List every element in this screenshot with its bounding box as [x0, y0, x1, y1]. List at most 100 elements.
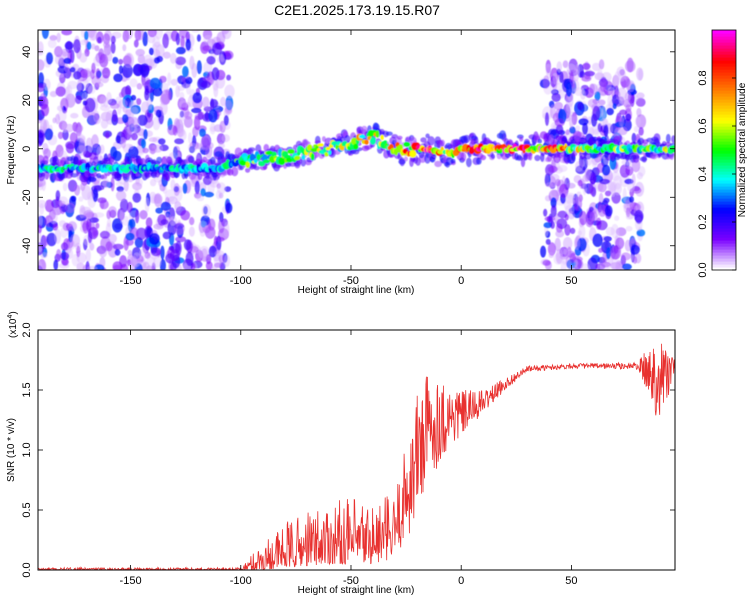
heatmap-cell [578, 138, 586, 143]
heatmap-cell [239, 159, 247, 166]
colorbar-step [712, 33, 736, 37]
heatmap-cell [543, 208, 548, 217]
heatmap-cell [108, 233, 117, 243]
heatmap-cell [197, 111, 205, 120]
heatmap-cell [95, 82, 104, 88]
heatmap-cell [57, 131, 64, 140]
heatmap-cell [93, 185, 105, 191]
heatmap-cell [76, 252, 87, 264]
heatmap-cell [231, 166, 239, 177]
colorbar-step [712, 195, 736, 199]
heatmap-cell [597, 204, 607, 217]
heatmap-cell [38, 199, 47, 209]
heatmap-cell [569, 114, 574, 129]
heatmap-cell [89, 242, 95, 251]
heatmap-cell [185, 82, 191, 95]
heatmap-cell [142, 31, 148, 47]
heatmap-cell [605, 247, 611, 260]
colorbar-step [712, 66, 736, 70]
heatmap-cell [112, 150, 122, 162]
heatmap-cell [49, 90, 58, 98]
heatmap-cell [620, 252, 631, 261]
heatmap-cell [38, 132, 44, 146]
snr-x-tick-label: -50 [343, 575, 359, 587]
heatmap-cell [202, 45, 212, 52]
heatmap-cell [211, 265, 217, 270]
colorbar-step [712, 123, 736, 127]
heatmap-cell [364, 139, 369, 145]
heatmap-cell [61, 48, 69, 57]
heatmap-cell [593, 128, 599, 135]
heatmap-cell [86, 191, 94, 201]
heatmap-cell [215, 236, 225, 242]
heatmap-cell [528, 152, 533, 161]
heatmap-cell [611, 262, 621, 270]
heatmap-cell [624, 239, 632, 252]
snr-y-label: SNR (10 * v/v) [6, 418, 17, 482]
heatmap-cell [110, 41, 116, 54]
heatmap-cell [160, 245, 165, 260]
heatmap-cell [224, 84, 235, 99]
heatmap-cell [41, 30, 49, 39]
heatmap-cell [136, 98, 142, 106]
heatmap-cell [159, 75, 167, 84]
heatmap-cell [118, 58, 123, 65]
heatmap-cell [278, 157, 286, 166]
heatmap-cell [165, 173, 170, 181]
heatmap-cell [88, 85, 96, 95]
heatmap-cell [361, 125, 368, 134]
heatmap-cell [638, 126, 644, 136]
heatmap-cell [147, 30, 157, 38]
spectrogram-heatmap [38, 30, 675, 270]
heatmap-cell [202, 175, 213, 186]
heatmap-cell [199, 221, 208, 228]
heatmap-cell [75, 95, 82, 104]
snr-x-tick-label: 0 [458, 575, 464, 587]
heatmap-cell [258, 161, 266, 167]
heatmap-cell [70, 112, 79, 119]
heatmap-cell [546, 216, 552, 223]
heatmap-cell [175, 236, 187, 243]
colorbar-step [712, 183, 736, 187]
heatmap-cell [79, 52, 88, 63]
heatmap-cell [391, 134, 399, 139]
heatmap-cell [93, 156, 99, 165]
heatmap-cell [214, 250, 225, 257]
heatmap-cell [115, 181, 124, 187]
colorbar-step [712, 81, 736, 85]
heatmap-cell [80, 30, 86, 38]
heatmap-cell [179, 91, 185, 101]
heatmap-cell [550, 220, 555, 229]
heatmap-cell [613, 182, 623, 195]
heatmap-cell [185, 251, 194, 267]
colorbar-step [712, 246, 736, 250]
heatmap-cell [598, 247, 604, 253]
heatmap-cell [182, 183, 188, 194]
colorbar-step [712, 108, 736, 112]
heatmap-cell [156, 156, 163, 164]
heatmap-cell [577, 102, 584, 111]
snr-series-line [38, 343, 675, 570]
colorbar-step [712, 30, 736, 34]
heatmap-cell [569, 126, 576, 134]
heatmap-cell [70, 172, 79, 178]
colorbar-step [712, 210, 736, 214]
colorbar-step [712, 249, 736, 253]
heatmap-cell [208, 245, 217, 258]
heatmap-cell [80, 206, 92, 214]
heatmap-cell [130, 106, 139, 115]
heatmap-cell [589, 83, 598, 95]
heatmap-cell [55, 113, 61, 125]
heatmap-cell [287, 149, 295, 154]
heatmap-cell [208, 109, 218, 123]
heatmap-cell [591, 62, 601, 72]
heatmap-cell [554, 101, 563, 111]
heatmap-cell [144, 197, 150, 213]
heatmap-cell [625, 225, 633, 232]
heatmap-cell [567, 211, 575, 220]
colorbar-step [712, 51, 736, 55]
heatmap-cell [46, 232, 57, 247]
colorbar-step [712, 225, 736, 229]
snr-y-tick-label: 0.0 [21, 562, 33, 577]
heatmap-cell [155, 109, 162, 118]
